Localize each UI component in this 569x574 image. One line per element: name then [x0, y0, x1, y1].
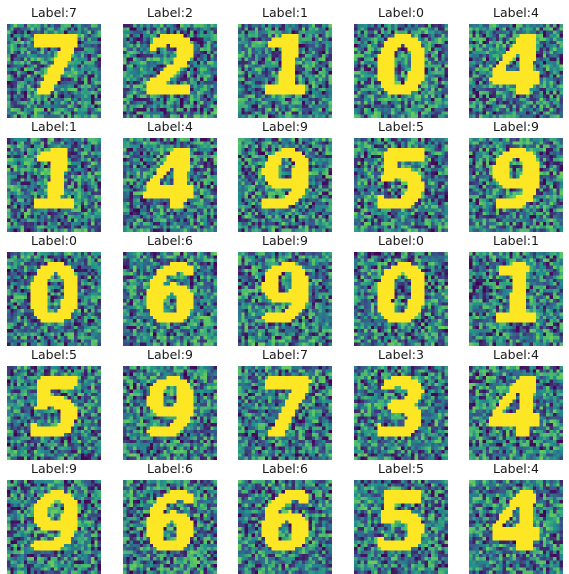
- digit-label: Label:4: [493, 5, 539, 20]
- digit-cell: Label:1: [7, 118, 101, 232]
- digit-label: Label:4: [147, 119, 193, 134]
- digit-cell: Label:2: [123, 4, 217, 118]
- noisy-digit-image: [354, 252, 448, 346]
- noisy-digit-image: [7, 366, 101, 460]
- digit-label: Label:5: [31, 347, 77, 362]
- noisy-digit-image: [238, 480, 332, 574]
- digit-label: Label:0: [31, 233, 77, 248]
- noisy-digit-image: [7, 480, 101, 574]
- noisy-digit-image: [469, 252, 563, 346]
- digit-label: Label:0: [378, 233, 424, 248]
- noisy-digit-image: [238, 24, 332, 118]
- digit-label: Label:1: [493, 233, 539, 248]
- noisy-digit-image: [354, 138, 448, 232]
- noisy-digit-image: [7, 252, 101, 346]
- digit-label: Label:9: [493, 119, 539, 134]
- noisy-digit-image: [123, 24, 217, 118]
- digit-cell: Label:7: [238, 346, 332, 460]
- noisy-digit-image: [354, 24, 448, 118]
- digit-label: Label:4: [493, 461, 539, 476]
- noisy-digit-image: [123, 366, 217, 460]
- digit-label: Label:4: [493, 347, 539, 362]
- digit-label: Label:3: [378, 347, 424, 362]
- digit-cell: Label:4: [469, 4, 563, 118]
- digit-cell: Label:9: [7, 460, 101, 574]
- digit-cell: Label:5: [354, 460, 448, 574]
- noisy-digit-image: [123, 252, 217, 346]
- digit-label: Label:6: [147, 233, 193, 248]
- digit-label: Label:9: [31, 461, 77, 476]
- digit-cell: Label:1: [238, 4, 332, 118]
- noisy-digit-image: [123, 480, 217, 574]
- digit-cell: Label:5: [7, 346, 101, 460]
- digit-label: Label:5: [378, 461, 424, 476]
- noisy-digit-image: [469, 366, 563, 460]
- digit-label: Label:6: [147, 461, 193, 476]
- digit-cell: Label:4: [123, 118, 217, 232]
- noisy-digit-image: [469, 138, 563, 232]
- digit-label: Label:9: [147, 347, 193, 362]
- digit-label: Label:9: [262, 119, 308, 134]
- digit-cell: Label:0: [354, 4, 448, 118]
- digit-cell: Label:5: [354, 118, 448, 232]
- noisy-digit-image: [469, 24, 563, 118]
- noisy-digit-image: [7, 138, 101, 232]
- digit-cell: Label:9: [238, 118, 332, 232]
- digit-cell: Label:4: [469, 460, 563, 574]
- noisy-digit-image: [123, 138, 217, 232]
- digit-label: Label:7: [31, 5, 77, 20]
- noisy-digit-image: [469, 480, 563, 574]
- digit-cell: Label:0: [7, 232, 101, 346]
- digit-cell: Label:9: [123, 346, 217, 460]
- digit-cell: Label:3: [354, 346, 448, 460]
- digit-label: Label:0: [378, 5, 424, 20]
- digit-label: Label:5: [378, 119, 424, 134]
- noisy-digit-image: [354, 366, 448, 460]
- digit-cell: Label:7: [7, 4, 101, 118]
- digit-cell: Label:4: [469, 346, 563, 460]
- noisy-digit-image: [238, 252, 332, 346]
- digit-cell: Label:9: [238, 232, 332, 346]
- noisy-digit-image: [7, 24, 101, 118]
- digit-label: Label:1: [262, 5, 308, 20]
- digit-label: Label:6: [262, 461, 308, 476]
- digit-cell: Label:6: [238, 460, 332, 574]
- digit-cell: Label:6: [123, 232, 217, 346]
- noisy-digit-image: [354, 480, 448, 574]
- digit-cell: Label:6: [123, 460, 217, 574]
- noisy-digit-image: [238, 366, 332, 460]
- digit-cell: Label:0: [354, 232, 448, 346]
- digit-label: Label:9: [262, 233, 308, 248]
- digit-cell: Label:9: [469, 118, 563, 232]
- noisy-digit-image: [238, 138, 332, 232]
- digit-cell: Label:1: [469, 232, 563, 346]
- digit-label: Label:7: [262, 347, 308, 362]
- digit-label: Label:1: [31, 119, 77, 134]
- digit-label: Label:2: [147, 5, 193, 20]
